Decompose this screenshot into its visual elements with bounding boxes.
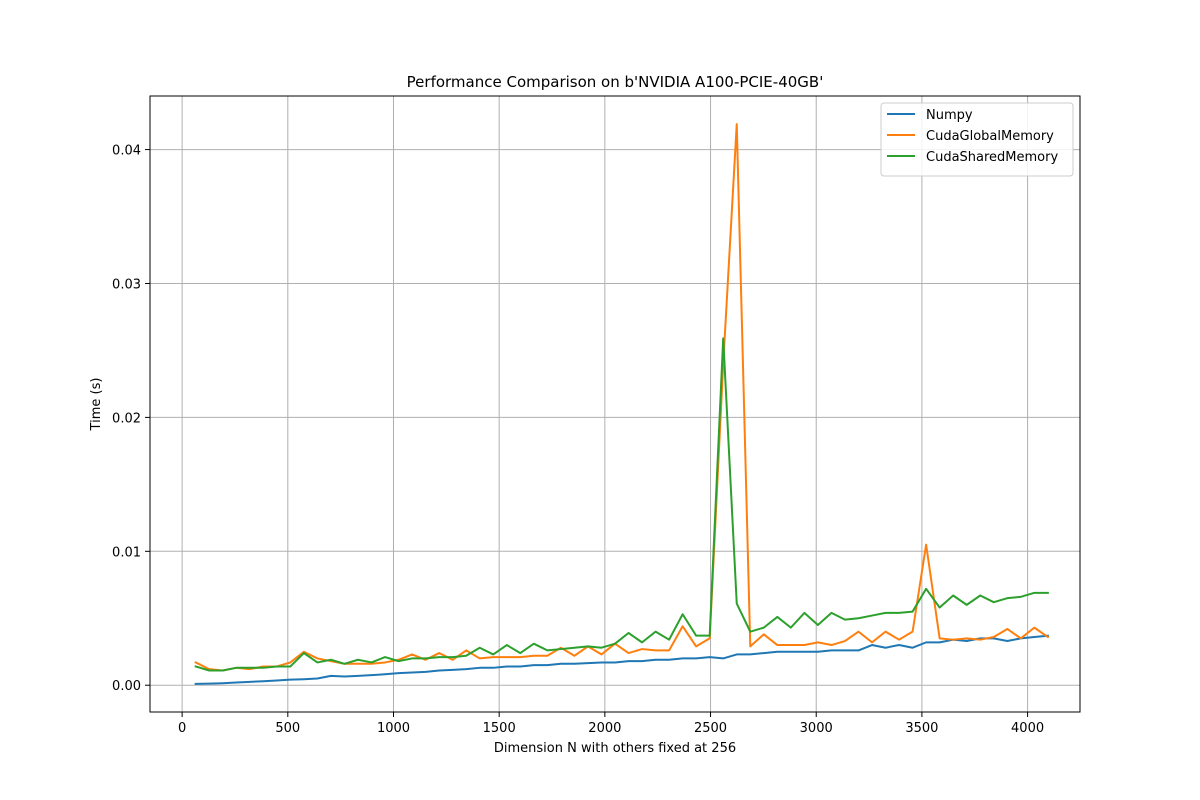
y-tick-label: 0.03 (112, 277, 141, 292)
series-lines (194, 123, 1050, 685)
x-tick-label: 1500 (483, 721, 516, 736)
y-axis-title: Time (s) (89, 378, 104, 432)
x-tick-label: 3000 (800, 721, 833, 736)
x-tick-label: 3500 (905, 721, 938, 736)
legend-box (880, 102, 1074, 177)
legend-label-numpy: Numpy (926, 108, 973, 123)
y-tick-label: 0.01 (112, 545, 141, 560)
legend: Numpy CudaGlobalMemory CudaSharedMemory (880, 102, 1074, 177)
x-tick-label: 4000 (1011, 721, 1044, 736)
series-line-numpy (194, 634, 1049, 685)
x-tick-label: 500 (275, 721, 300, 736)
series-line-cudasharedmemory (194, 337, 1049, 672)
axis-ticks: 0 500 1000 1500 2000 2500 3000 3500 4000 0.00 0.01… (112, 144, 1044, 736)
legend-label-cudasharedmemory: CudaSharedMemory (926, 150, 1058, 165)
y-tick-label: 0.00 (112, 679, 141, 694)
x-tick-label: 2000 (588, 721, 621, 736)
x-tick-label: 0 (178, 721, 186, 736)
chart-title: Performance Comparison on b'NVIDIA A100-… (407, 73, 824, 91)
y-tick-label: 0.04 (112, 144, 141, 159)
x-tick-label: 1000 (377, 721, 410, 736)
x-axis-title: Dimension N with others fixed at 256 (494, 741, 736, 756)
y-tick-label: 0.02 (112, 411, 141, 426)
x-tick-label: 2500 (694, 721, 727, 736)
legend-label-cudaglobalmemory: CudaGlobalMemory (926, 129, 1054, 144)
plot-area-frame (149, 95, 1081, 713)
